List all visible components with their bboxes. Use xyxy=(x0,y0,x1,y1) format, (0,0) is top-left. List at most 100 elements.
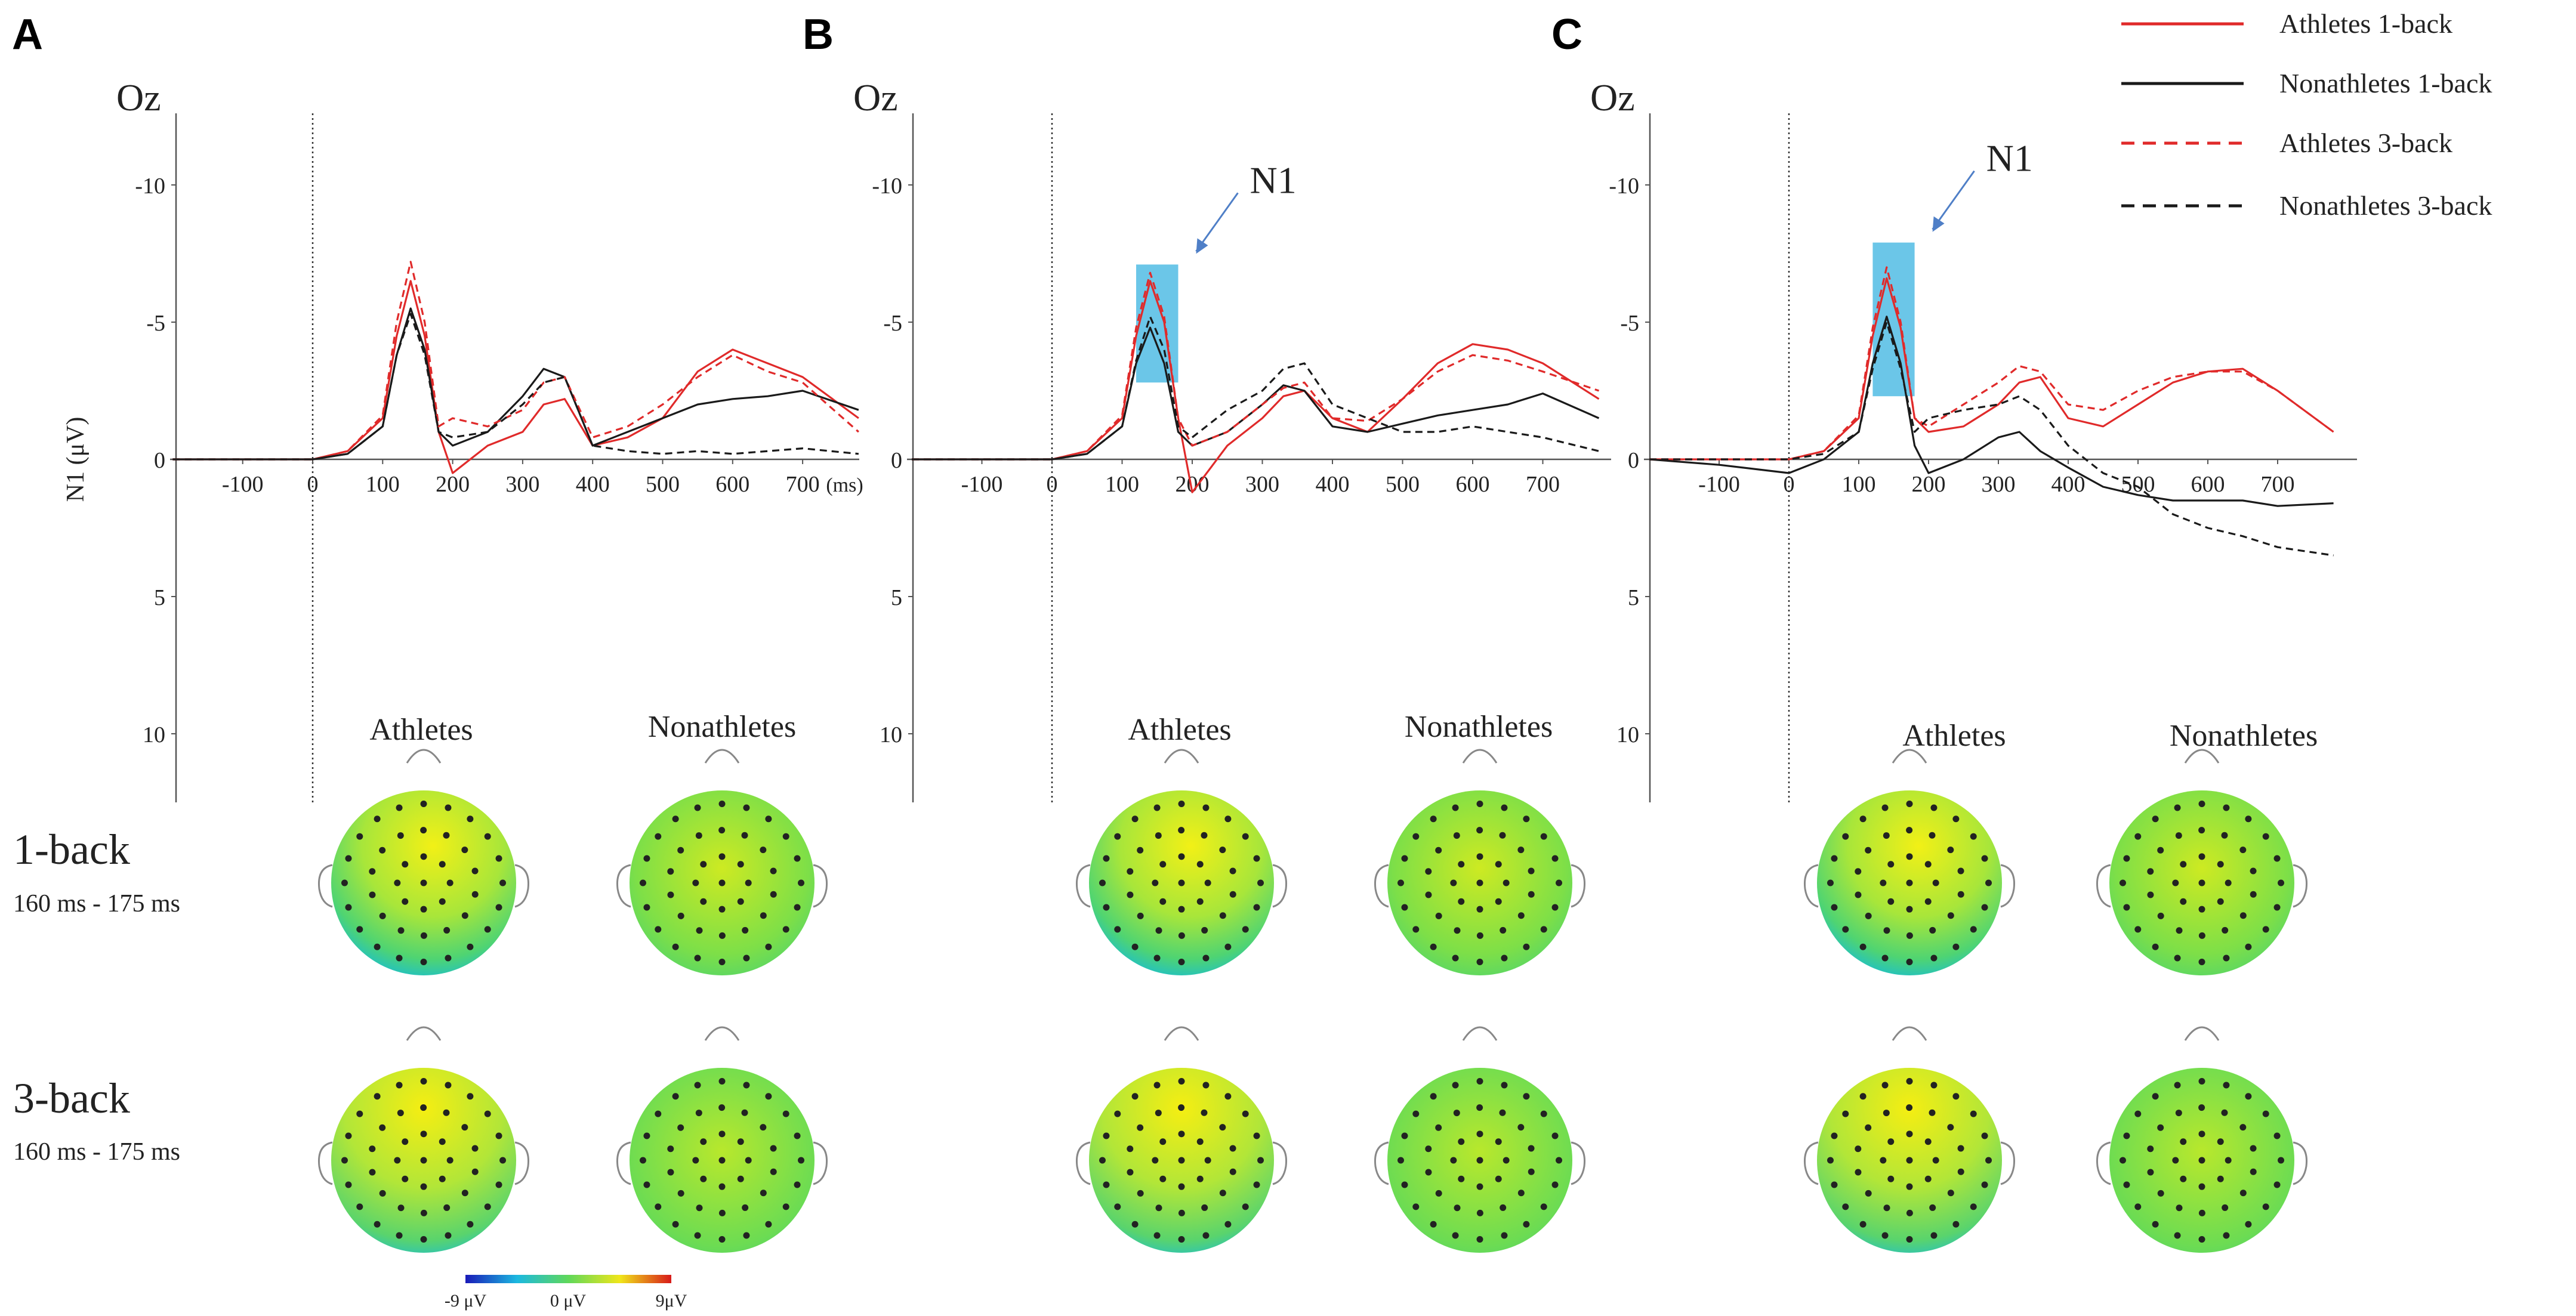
erp-plot-a: Oz N1 (μV) -10 -5 0 5 10 -100 0 100 200 300 400 500 60… xyxy=(62,76,863,805)
electrode-dot xyxy=(765,1093,772,1100)
electrode-dot xyxy=(643,855,650,862)
n1-highlight-window xyxy=(1136,264,1179,383)
electrode-dot xyxy=(1458,898,1465,905)
electrode-dot xyxy=(677,847,684,854)
electrode-dot xyxy=(1430,815,1437,823)
electrode-dot xyxy=(1435,1124,1442,1131)
electrode-dot xyxy=(1458,1175,1465,1182)
x-tick-label: 300 xyxy=(505,472,539,497)
electrode-dot xyxy=(1401,1181,1408,1188)
electrode-dot xyxy=(2175,1110,2182,1117)
electrode-dot xyxy=(1855,1169,1862,1176)
electrode-dot xyxy=(737,1175,744,1182)
electrode-dot xyxy=(770,1145,777,1152)
electrode-dot xyxy=(1229,867,1236,875)
y-tick-label: 5 xyxy=(891,585,902,610)
electrode-dot xyxy=(1883,1204,1890,1212)
electrode-dot xyxy=(1397,1157,1404,1164)
electrode-dot xyxy=(2119,1157,2126,1164)
head-left-ear xyxy=(317,1141,333,1185)
electrode-dot xyxy=(2157,912,2164,919)
y-tick-label: 10 xyxy=(880,722,902,747)
electrode-dot xyxy=(1178,1236,1185,1243)
electrode-dot xyxy=(1202,804,1210,811)
head-left-ear xyxy=(1374,1141,1389,1185)
electrode-dot xyxy=(743,1082,750,1089)
electrode-dot xyxy=(1178,827,1185,834)
electrode-dot xyxy=(2123,855,2130,862)
electrode-dot xyxy=(1957,1145,1964,1152)
electrode-dot xyxy=(1201,832,1208,839)
electrode-dot xyxy=(1952,1093,1960,1100)
electrode-dot xyxy=(1556,1157,1563,1164)
electrode-dot xyxy=(1435,912,1442,919)
electrode-dot xyxy=(1201,1109,1208,1116)
electrode-dot xyxy=(1930,804,1938,811)
electrode-dot xyxy=(1401,855,1408,862)
electrode-dot xyxy=(1202,1232,1210,1239)
electrode-dot xyxy=(445,954,452,962)
electrode-dot xyxy=(1924,861,1932,868)
electrode-dot xyxy=(2198,1209,2205,1216)
electrode-dot xyxy=(2147,1169,2154,1176)
electrode-dot xyxy=(2174,1232,2181,1239)
electrode-dot xyxy=(745,879,752,886)
head-right-ear xyxy=(514,864,530,908)
electrode-dot xyxy=(2123,904,2130,911)
n1-arrow-head xyxy=(1932,216,1945,232)
electrode-dot xyxy=(1412,833,1420,840)
electrode-dot xyxy=(667,868,674,875)
head-right-ear xyxy=(2000,864,2016,908)
electrode-dot xyxy=(2278,1157,2285,1164)
electrode-dot xyxy=(420,1077,427,1085)
electrode-dot xyxy=(1883,832,1890,839)
electrode-dot xyxy=(1930,954,1938,962)
electrode-dot xyxy=(1476,827,1483,834)
electrode-dot xyxy=(1500,1204,1507,1211)
electrode-dot xyxy=(1201,926,1208,934)
n1-annotation: N1 xyxy=(1986,137,2033,180)
y-tick-label: 0 xyxy=(1628,448,1639,473)
electrode-dot xyxy=(1430,1221,1437,1228)
head-nose xyxy=(704,749,740,764)
x-tick-label: 100 xyxy=(1842,472,1876,497)
topomap-nonathletes-1back xyxy=(2096,749,2308,975)
head-right-ear xyxy=(1272,864,1288,908)
electrode-dot xyxy=(1452,804,1459,811)
electrode-dot xyxy=(2239,912,2247,919)
electrode-dot xyxy=(765,943,772,950)
electrode-dot xyxy=(2223,804,2230,811)
electrode-dot xyxy=(1517,847,1525,854)
panel-letter-c: C xyxy=(1551,11,1582,58)
electrode-dot xyxy=(356,833,363,840)
series-line-nonathletes-1-back xyxy=(172,307,859,461)
electrode-dot xyxy=(1224,943,1232,950)
electrode-dot xyxy=(1906,932,1913,939)
electrode-dot xyxy=(1865,1124,1872,1131)
electrode-dot xyxy=(1528,891,1535,898)
electrode-dot xyxy=(2180,898,2187,905)
electrode-dot xyxy=(2152,1221,2159,1228)
electrode-dot xyxy=(2198,800,2205,807)
electrode-dot xyxy=(1952,1221,1960,1228)
electrode-dot xyxy=(700,1175,707,1182)
electrode-dot xyxy=(2223,1082,2230,1089)
electrode-dot xyxy=(1137,912,1144,919)
topomap-athletes-3back xyxy=(1075,1026,1288,1253)
electrode-dot xyxy=(1476,1209,1483,1216)
electrode-dot xyxy=(672,1093,679,1100)
electrode-dot xyxy=(1924,1175,1932,1182)
y-tick-label: 10 xyxy=(1616,722,1639,747)
electrode-dot xyxy=(356,1110,363,1117)
electrode-dot xyxy=(2250,891,2257,898)
electrode-dot xyxy=(2180,1138,2187,1145)
electrode-dot xyxy=(2222,1204,2229,1211)
topomap-group-label: Nonathletes xyxy=(648,710,796,744)
electrode-dot xyxy=(443,1109,450,1116)
head-left-ear xyxy=(616,1141,631,1185)
electrode-dot xyxy=(1229,1168,1236,1175)
electrode-dot xyxy=(1551,1181,1559,1188)
electrode-dot xyxy=(718,1077,726,1085)
electrode-dot xyxy=(1887,1175,1895,1182)
electrode-dot xyxy=(1540,833,1547,840)
